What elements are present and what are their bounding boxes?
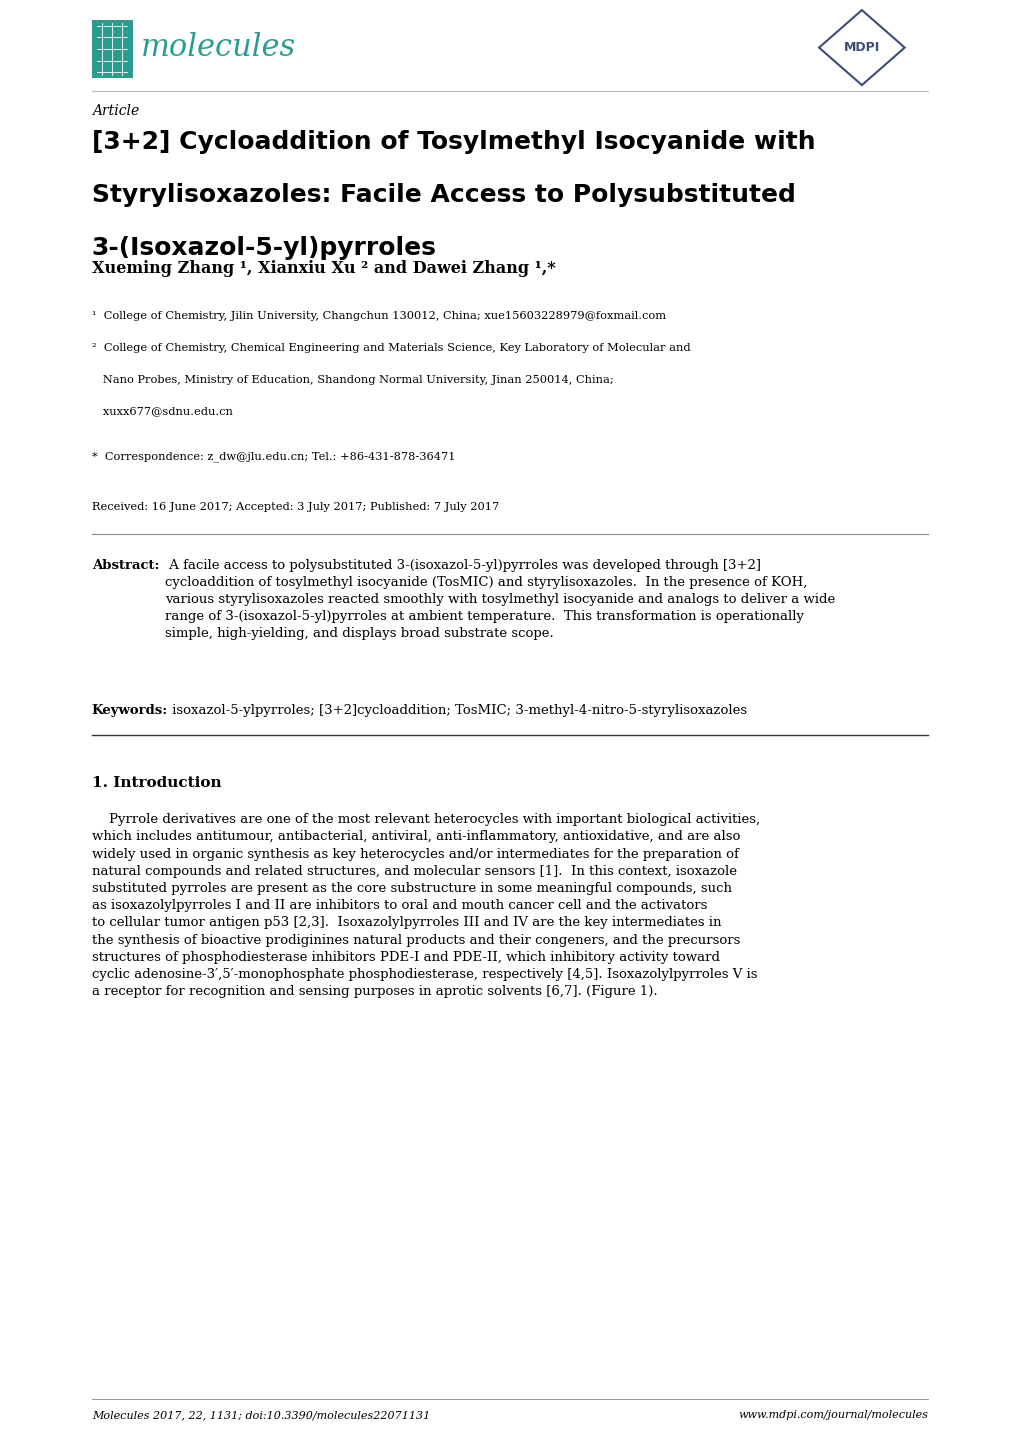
Text: isoxazol-5-ylpyrroles; [3+2]cycloaddition; TosMIC; 3-methyl-4-nitro-5-styrylisox: isoxazol-5-ylpyrroles; [3+2]cycloadditio… [168,704,747,717]
Text: [3+2] Cycloaddition of Tosylmethyl Isocyanide with: [3+2] Cycloaddition of Tosylmethyl Isocy… [92,130,814,154]
Text: ¹  College of Chemistry, Jilin University, Changchun 130012, China; xue156032289: ¹ College of Chemistry, Jilin University… [92,311,665,322]
Text: 1. Introduction: 1. Introduction [92,776,221,790]
FancyBboxPatch shape [92,20,132,78]
Text: xuxx677@sdnu.edu.cn: xuxx677@sdnu.edu.cn [92,407,232,417]
Text: Nano Probes, Ministry of Education, Shandong Normal University, Jinan 250014, Ch: Nano Probes, Ministry of Education, Shan… [92,375,613,385]
Text: Keywords:: Keywords: [92,704,168,717]
Text: Styrylisoxazoles: Facile Access to Polysubstituted: Styrylisoxazoles: Facile Access to Polys… [92,183,795,208]
Text: Article: Article [92,104,139,118]
Text: molecules: molecules [141,32,296,63]
Text: 3-(Isoxazol-5-yl)pyrroles: 3-(Isoxazol-5-yl)pyrroles [92,236,436,261]
Text: www.mdpi.com/journal/molecules: www.mdpi.com/journal/molecules [738,1410,927,1420]
Text: *  Correspondence: z_dw@jlu.edu.cn; Tel.: +86-431-878-36471: * Correspondence: z_dw@jlu.edu.cn; Tel.:… [92,451,454,461]
FancyBboxPatch shape [112,1347,907,1442]
Text: MDPI: MDPI [843,40,879,55]
Text: ²  College of Chemistry, Chemical Engineering and Materials Science, Key Laborat: ² College of Chemistry, Chemical Enginee… [92,343,690,353]
Text: Abstract:: Abstract: [92,559,159,572]
Text: Molecules 2017, 22, 1131; doi:10.3390/molecules22071131: Molecules 2017, 22, 1131; doi:10.3390/mo… [92,1410,430,1420]
Text: Received: 16 June 2017; Accepted: 3 July 2017; Published: 7 July 2017: Received: 16 June 2017; Accepted: 3 July… [92,502,498,512]
Text: A facile access to polysubstituted 3-(isoxazol-5-yl)pyrroles was developed throu: A facile access to polysubstituted 3-(is… [165,559,835,640]
Text: Xueming Zhang ¹, Xianxiu Xu ² and Dawei Zhang ¹,*: Xueming Zhang ¹, Xianxiu Xu ² and Dawei … [92,260,555,277]
Text: Pyrrole derivatives are one of the most relevant heterocycles with important bio: Pyrrole derivatives are one of the most … [92,813,759,998]
